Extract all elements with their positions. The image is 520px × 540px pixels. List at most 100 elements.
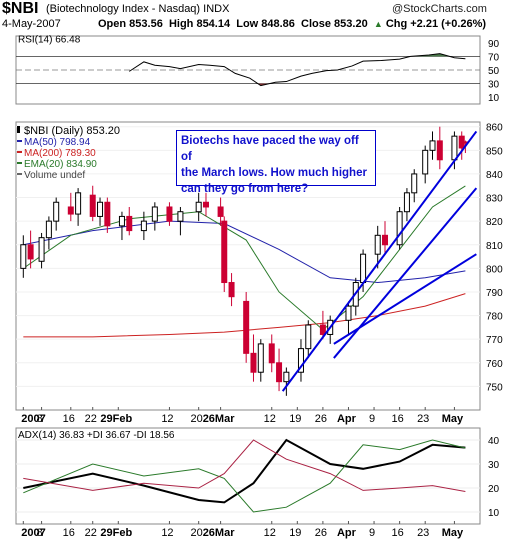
candle (38, 232, 45, 269)
candle-body (305, 324, 312, 350)
candle (217, 197, 224, 226)
candle-body (250, 352, 257, 373)
annotation-line-2: the March lows. How much higher (181, 167, 367, 179)
price-x-tick-label: 2007 (21, 413, 45, 425)
candle-body (283, 371, 290, 383)
candle-body (360, 253, 367, 284)
candle-body (126, 215, 133, 232)
candle (27, 230, 34, 269)
chart-name: (Biotechnology Index - Nasdaq) INDX (46, 3, 229, 15)
candle-body (382, 234, 389, 246)
adx-x-tick-label: 19 (289, 527, 301, 539)
trendline-1 (281, 130, 478, 392)
candle (305, 320, 312, 359)
candle (89, 185, 96, 222)
price-y-tick: 810 (486, 241, 503, 252)
rsi-panel: RSI(14) 66.48 10 30 50 70 90 (15, 34, 500, 105)
price-x-tick-label: 12 (264, 413, 276, 425)
adx-y-tick: 20 (488, 484, 500, 495)
candle (422, 145, 429, 184)
candle (268, 334, 275, 373)
candle-body (53, 201, 60, 222)
legend-entry: MA(50) 798.94 (24, 137, 91, 148)
exchange-label: INDX (203, 3, 230, 15)
adx-x-tick-label: 22 (85, 527, 97, 539)
rsi-y-tick: 10 (488, 93, 500, 104)
candle-body (151, 206, 158, 222)
candle-body (97, 201, 104, 217)
series-line-di (23, 439, 466, 513)
candle (382, 221, 389, 255)
candle (97, 197, 104, 226)
price-x-tick-label: May (442, 413, 464, 425)
rsi-title: RSI(14) 66.48 (18, 34, 81, 45)
adx-x-tick-label: 16 (391, 527, 403, 539)
candle-body (118, 215, 125, 227)
candle (243, 291, 250, 363)
candle-body (45, 220, 52, 239)
price-x-tick-label: 26Mar (203, 413, 236, 425)
price-y-tick: 780 (486, 312, 503, 323)
candle-body (411, 173, 418, 194)
candle (67, 192, 74, 222)
candle-body (195, 201, 202, 213)
rsi-y-tick: 90 (488, 39, 500, 50)
candle-body (276, 362, 283, 383)
candle (45, 216, 52, 250)
adx-x-tick-label: 26Mar (203, 527, 236, 539)
candle-body (67, 206, 74, 215)
candle-body (243, 300, 250, 354)
adx-y-tick: 40 (488, 436, 500, 447)
candle (151, 202, 158, 231)
price-y-tick: 830 (486, 194, 503, 205)
price-x-tick-label: 29Feb (100, 413, 132, 425)
candle-body (436, 140, 443, 161)
adx-x-tick-label: 8 (37, 527, 43, 539)
candle (319, 310, 326, 340)
candle (297, 339, 304, 382)
candle (228, 273, 235, 307)
candle-body (166, 206, 173, 222)
change-arrow-icon: ▲ (373, 19, 383, 29)
series-line-adx14 (23, 438, 466, 504)
candle (53, 197, 60, 231)
price-y-tick: 800 (486, 264, 503, 275)
trendline-3 (333, 253, 477, 345)
series-line-ma50 (23, 220, 466, 284)
candle (221, 216, 228, 292)
rsi-y-tick: 70 (488, 52, 500, 63)
chart-date: 4-May-2007 (2, 18, 61, 30)
price-x-tick-label: 20 (191, 413, 203, 425)
price-y-tick: 790 (486, 288, 503, 299)
legend-entry: Volume undef (24, 170, 85, 181)
chart-symbol: $NBI (2, 0, 39, 17)
adx-title: ADX(14) 36.83 +DI 36.67 -DI 18.56 (18, 430, 175, 441)
adx-frame (15, 427, 481, 525)
candle (411, 169, 418, 203)
candle-body (396, 211, 403, 246)
adx-y-tick: 10 (488, 508, 500, 519)
price-y-tick: 750 (486, 382, 503, 393)
candle (283, 367, 290, 396)
price-x-tick-label: 19 (289, 413, 301, 425)
series-line-ma200 (23, 293, 466, 338)
candle-body (217, 206, 224, 217)
candle (75, 188, 82, 226)
candle (374, 225, 381, 269)
candle-body (104, 201, 111, 227)
candle (429, 131, 436, 160)
index-name: (Biotechnology Index - Nasdaq) (46, 3, 201, 15)
candle (403, 188, 410, 222)
price-x-tick-label: 9 (369, 413, 375, 425)
price-y-tick: 770 (486, 335, 503, 346)
annotation-line-1: Biotechs have paced the way off of (181, 135, 359, 163)
candle-body (228, 282, 235, 298)
candle (140, 211, 147, 241)
low-value: Low 848.86 (236, 18, 295, 30)
candle (177, 206, 184, 236)
candle-body (451, 135, 458, 161)
adx-x-tick-label: 12 (264, 527, 276, 539)
candle-body (27, 244, 34, 260)
candle (436, 126, 443, 170)
candle (195, 192, 202, 222)
